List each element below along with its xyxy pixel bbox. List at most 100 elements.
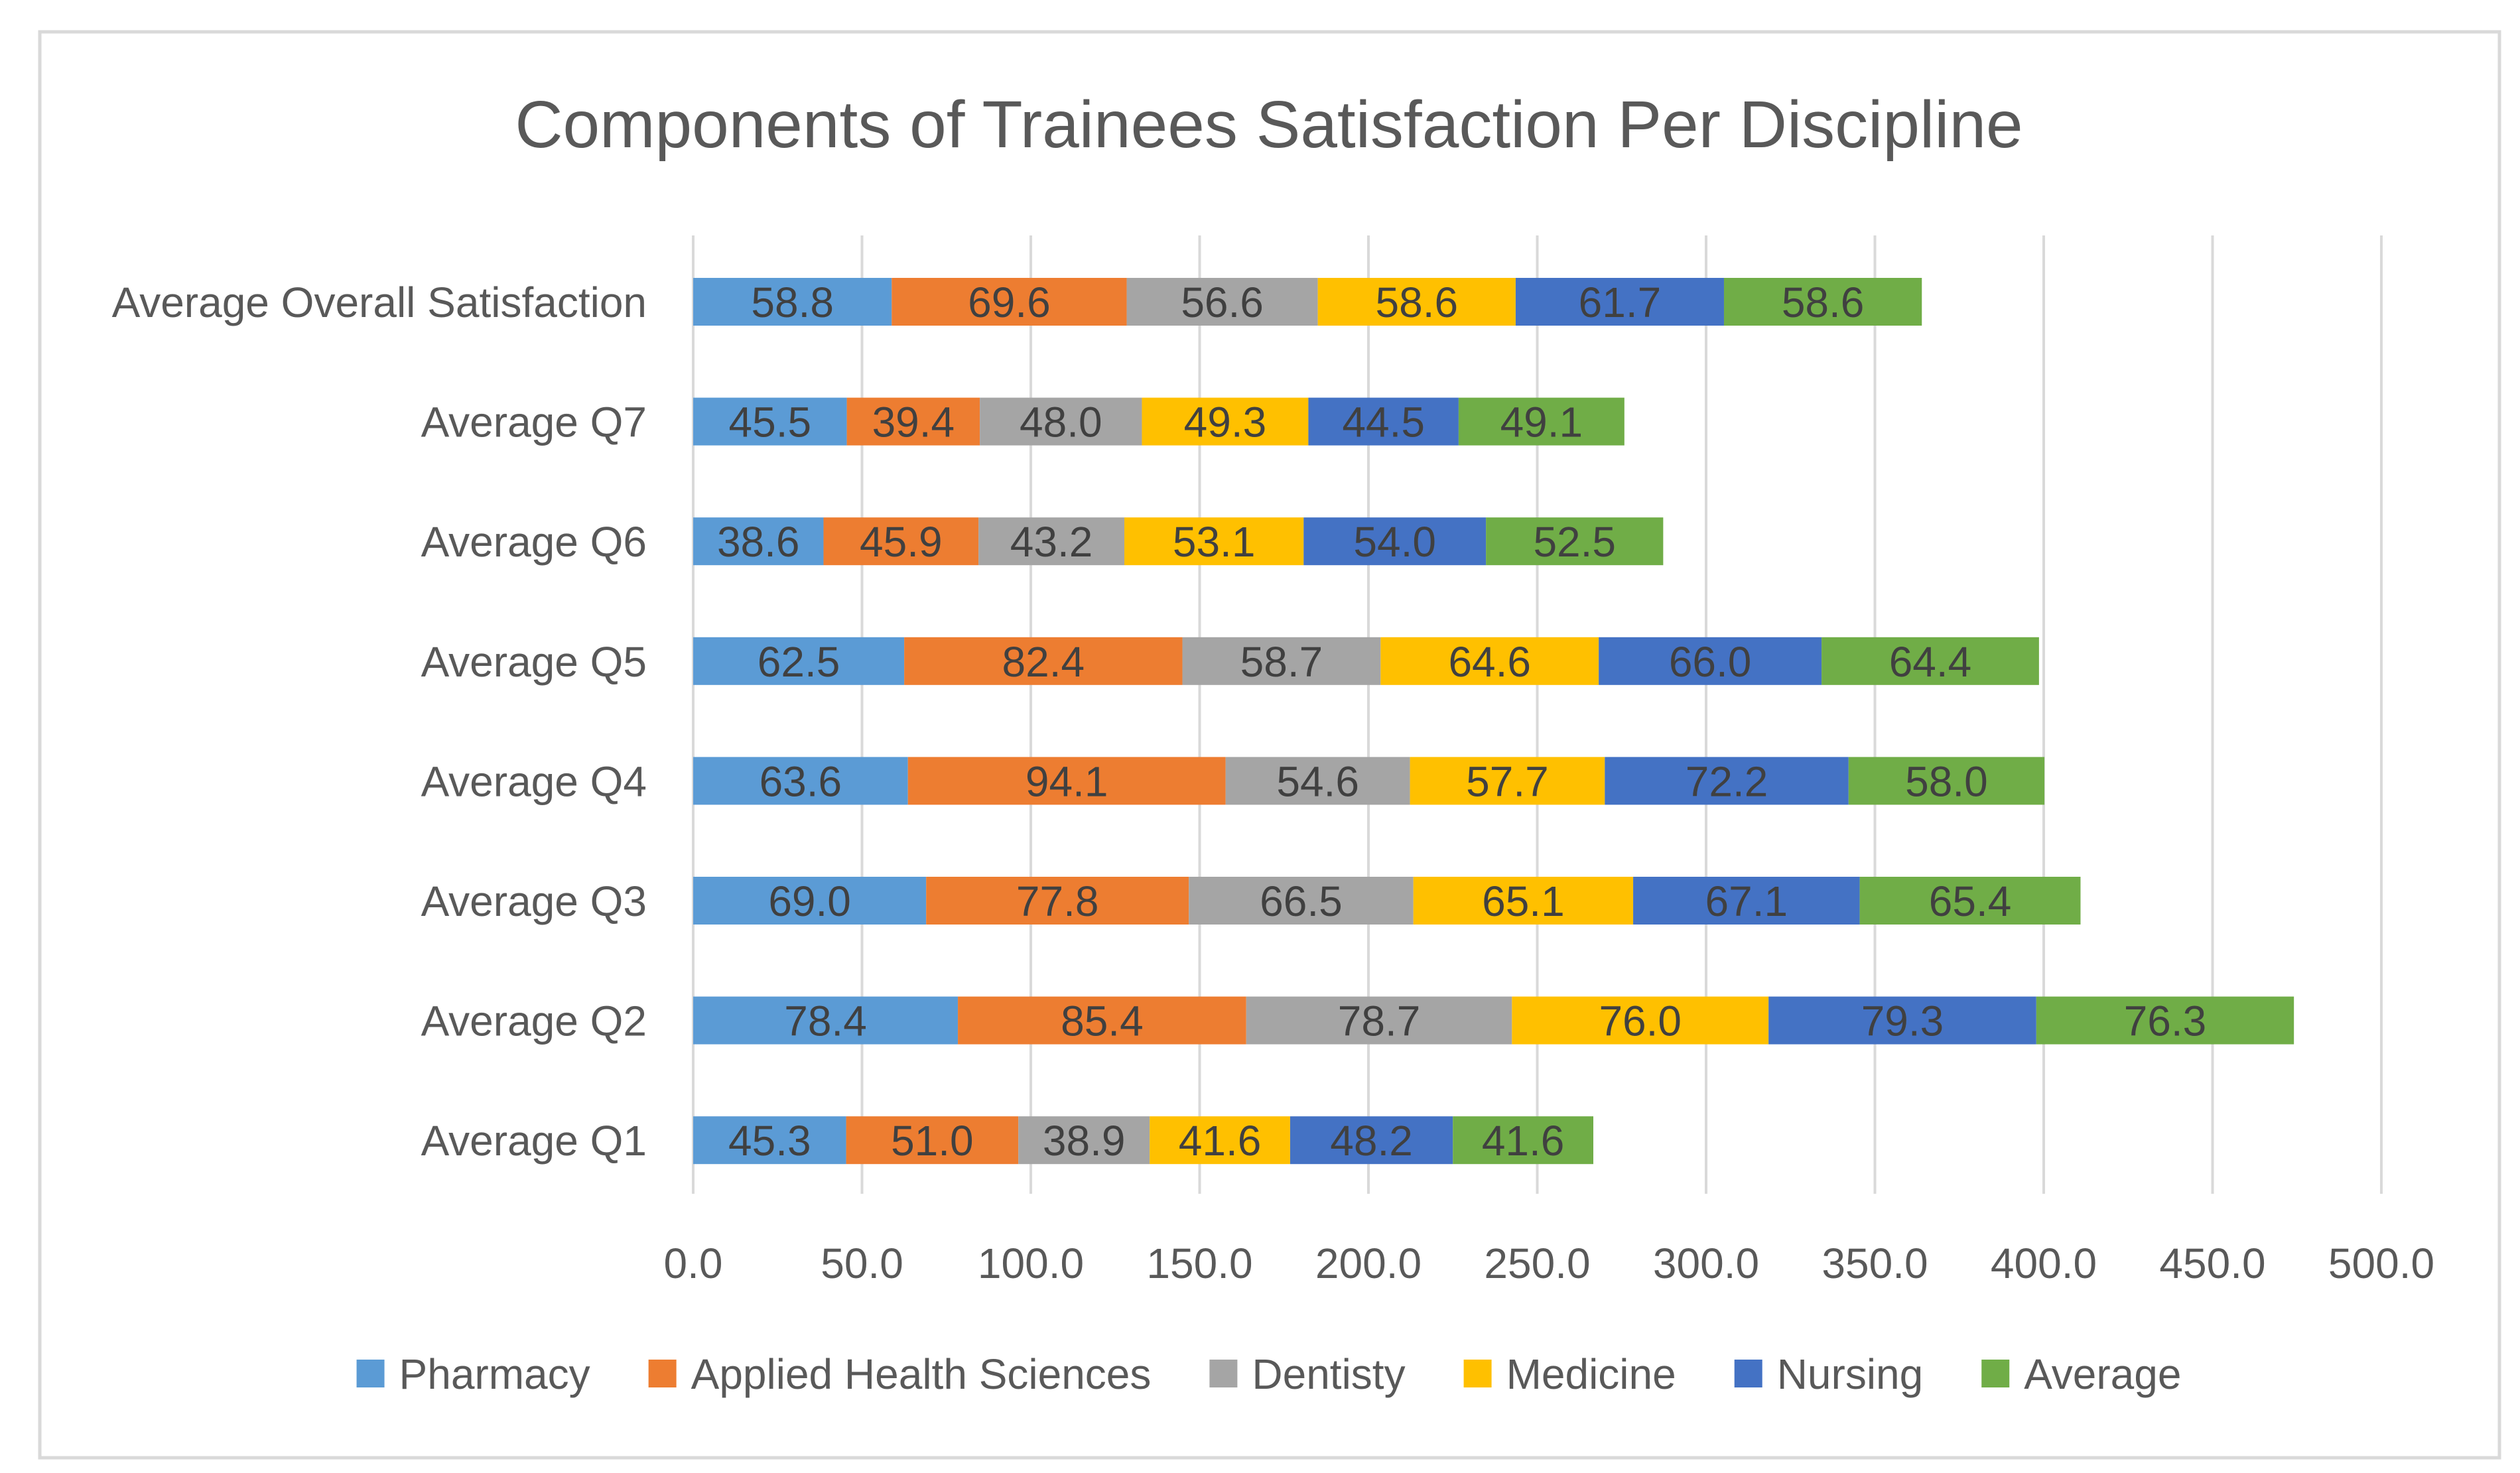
- data-label: 61.7: [1579, 279, 1662, 326]
- category-label: Average Q3: [421, 877, 647, 925]
- data-label: 54.0: [1353, 518, 1436, 566]
- data-label: 62.5: [758, 638, 840, 686]
- bar-segment: [1768, 996, 2036, 1045]
- bar-segment: [1246, 996, 1512, 1045]
- bar-segment: [693, 1116, 846, 1165]
- bar-segment: [1859, 877, 2081, 925]
- category-label: Average Q7: [421, 399, 647, 446]
- data-label: 58.8: [751, 279, 834, 326]
- x-tick-label: 300.0: [1653, 1240, 1759, 1287]
- bar-segment: [1599, 637, 1822, 685]
- legend-item: Nursing: [1734, 1350, 1924, 1398]
- bar-segment: [1848, 757, 2045, 805]
- bar-segment: [978, 517, 1124, 566]
- data-label: 63.6: [760, 757, 842, 805]
- data-label: 78.7: [1338, 997, 1421, 1045]
- bar-segment: [693, 877, 927, 925]
- value-axis-tick-labels: 0.0 50.0 100.0 150.0 200.0 250.0 300.0 350.0 400…: [664, 1240, 2435, 1287]
- data-label: 45.5: [729, 399, 812, 446]
- data-label: 78.4: [784, 997, 867, 1045]
- bar-segment: [693, 996, 959, 1045]
- data-label: 53.1: [1173, 518, 1256, 566]
- x-tick-label: 500.0: [2328, 1240, 2434, 1287]
- data-label: 41.6: [1482, 1117, 1565, 1165]
- data-label: 49.1: [1500, 399, 1583, 446]
- bar-segment: [1182, 637, 1381, 685]
- bar-segment: [846, 397, 980, 446]
- data-label: 49.3: [1184, 399, 1267, 446]
- x-tick-label: 0.0: [664, 1240, 723, 1287]
- x-tick-label: 350.0: [1822, 1240, 1928, 1287]
- chart-title: Components of Trainees Satisfaction Per …: [515, 88, 2023, 162]
- data-label: 69.6: [968, 279, 1051, 326]
- data-label: 45.3: [728, 1117, 811, 1165]
- data-label: 51.0: [891, 1117, 974, 1165]
- bar-segment: [1018, 1116, 1150, 1165]
- bar-segment: [1317, 278, 1516, 326]
- legend-item: Average: [1981, 1350, 2181, 1398]
- data-label: 66.5: [1260, 877, 1343, 925]
- bar-segment: [1413, 877, 1634, 925]
- bar-segment: [1150, 1116, 1290, 1165]
- legend-item: Applied Health Sciences: [648, 1350, 1151, 1398]
- data-label: 66.0: [1669, 638, 1752, 686]
- legend-swatch: [1209, 1360, 1238, 1387]
- legend-item: Pharmacy: [356, 1350, 590, 1398]
- category-axis-labels: Average Overall Satisfaction Average Q7 Av…: [112, 279, 647, 1165]
- data-label: 64.4: [1889, 638, 1972, 686]
- x-tick-label: 150.0: [1146, 1240, 1252, 1287]
- data-label: 45.9: [860, 518, 943, 566]
- bar-segment: [1225, 757, 1410, 805]
- data-label: 54.6: [1276, 757, 1359, 805]
- data-labels: 58.8 69.6 56.6 58.6 61.7 58.6 45.5 39.4 48.0 49.3…: [717, 279, 2206, 1165]
- bar-segment: [1142, 397, 1309, 446]
- x-tick-label: 200.0: [1315, 1240, 1422, 1287]
- category-label: Average Overall Satisfaction: [112, 279, 647, 326]
- bar-segment: [693, 517, 824, 566]
- data-label: 65.1: [1482, 877, 1565, 925]
- legend-label: Nursing: [1777, 1350, 1924, 1398]
- bar-segment: [1723, 278, 1922, 326]
- bars: [693, 278, 2294, 1165]
- legend-swatch: [648, 1360, 677, 1387]
- category-label: Average Q2: [421, 997, 647, 1045]
- data-label: 79.3: [1861, 997, 1944, 1045]
- bar-segment: [1605, 757, 1849, 805]
- bar-segment: [980, 397, 1142, 446]
- bar-segment: [907, 757, 1226, 805]
- bar-segment: [1410, 757, 1605, 805]
- data-label: 82.4: [1002, 638, 1085, 686]
- bar-segment: [1458, 397, 1625, 446]
- data-label: 64.6: [1448, 638, 1531, 686]
- data-label: 52.5: [1533, 518, 1616, 566]
- data-label: 77.8: [1016, 877, 1099, 925]
- data-label: 43.2: [1010, 518, 1093, 566]
- data-label: 58.6: [1782, 279, 1865, 326]
- data-label: 57.7: [1466, 757, 1549, 805]
- data-label: 48.2: [1330, 1117, 1413, 1165]
- legend-label: Medicine: [1506, 1350, 1676, 1398]
- bar-segment: [1512, 996, 1769, 1045]
- category-label: Average Q1: [421, 1117, 647, 1165]
- data-label: 44.5: [1342, 399, 1425, 446]
- data-label: 39.4: [872, 399, 955, 446]
- data-label: 58.0: [1905, 757, 1988, 805]
- data-label: 72.2: [1686, 757, 1768, 805]
- legend-label: Pharmacy: [399, 1350, 590, 1398]
- bar-segment: [1290, 1116, 1453, 1165]
- data-label: 67.1: [1705, 877, 1788, 925]
- data-label: 58.7: [1240, 638, 1323, 686]
- data-label: 85.4: [1061, 997, 1144, 1045]
- data-label: 76.0: [1599, 997, 1682, 1045]
- legend-item: Dentisty: [1209, 1350, 1406, 1398]
- legend-label: Dentisty: [1252, 1350, 1405, 1398]
- bar-segment: [823, 517, 979, 566]
- data-label: 56.6: [1181, 279, 1264, 326]
- bar-segment: [1822, 637, 2039, 685]
- bar-segment: [1189, 877, 1414, 925]
- legend-swatch: [356, 1360, 385, 1387]
- data-label: 76.3: [2124, 997, 2207, 1045]
- category-label: Average Q6: [421, 518, 647, 566]
